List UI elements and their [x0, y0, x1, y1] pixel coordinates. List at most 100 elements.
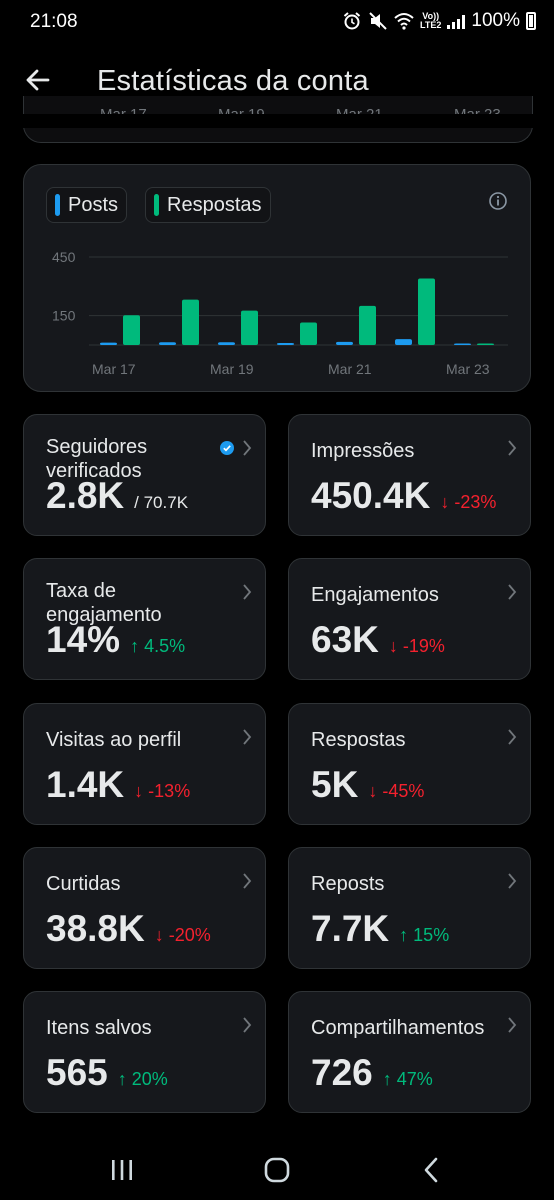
- x-tick-label: Mar 19: [210, 361, 254, 377]
- metric-card[interactable]: Curtidas 38.8K ↓ -20%: [23, 847, 266, 969]
- metric-card[interactable]: Engajamentos 63K ↓ -19%: [288, 558, 531, 680]
- bar-respostas: [241, 310, 258, 345]
- info-icon[interactable]: [488, 191, 508, 211]
- bar-respostas: [418, 278, 435, 345]
- arrow-down-icon: ↓: [134, 781, 144, 801]
- chevron-right-icon: [243, 584, 252, 600]
- chevron-right-icon: [243, 440, 252, 456]
- header-mask: [0, 114, 554, 128]
- metric-change: ↓ -13%: [134, 781, 190, 802]
- metric-total: / 70.7K: [134, 493, 189, 512]
- bar-posts: [218, 342, 235, 345]
- legend-respostas[interactable]: Respostas: [145, 187, 271, 223]
- metric-value: 565: [46, 1052, 108, 1093]
- arrow-down-icon: ↓: [388, 636, 398, 656]
- metric-card[interactable]: Taxa de engajamento 14% ↑ 4.5%: [23, 558, 266, 680]
- x-tick-label: Mar 23: [446, 361, 490, 377]
- chevron-right-icon: [243, 873, 252, 889]
- bar-chart: 450 150 Mar 17 Mar 19 Mar 21 Mar 23: [52, 249, 508, 377]
- arrow-down-icon: ↓: [154, 925, 164, 945]
- legend-posts[interactable]: Posts: [46, 187, 128, 223]
- metric-change-value: -20%: [168, 925, 211, 945]
- metric-value: 38.8K: [46, 908, 145, 949]
- metric-value-row: 565 ↑ 20%: [46, 1052, 168, 1094]
- arrow-up-icon: ↑: [382, 1069, 392, 1089]
- metric-value-row: 2.8K / 70.7K: [46, 475, 188, 517]
- metric-change: ↓ -20%: [155, 925, 211, 946]
- bar-respostas: [359, 305, 376, 345]
- metric-change: ↑ 15%: [399, 925, 449, 946]
- metric-value: 450.4K: [311, 475, 431, 516]
- metric-label: Seguidores verificados: [46, 436, 148, 482]
- back-arrow-icon[interactable]: [20, 62, 56, 98]
- metric-change: ↓ -23%: [440, 492, 496, 513]
- metric-value-row: 63K ↓ -19%: [311, 619, 445, 661]
- metric-value-row: 38.8K ↓ -20%: [46, 908, 211, 950]
- metric-change: ↓ -45%: [368, 781, 424, 802]
- alarm-icon: [343, 12, 361, 30]
- metric-change-value: -45%: [382, 781, 425, 801]
- chevron-right-icon: [508, 584, 517, 600]
- wifi-icon: [394, 13, 414, 30]
- metric-value: 2.8K: [46, 475, 125, 516]
- metric-label: Impressões: [311, 440, 415, 462]
- battery-icon: [526, 12, 536, 30]
- metric-change-value: 47%: [396, 1069, 433, 1089]
- metric-change-value: -23%: [454, 492, 497, 512]
- metric-card[interactable]: Reposts 7.7K ↑ 15%: [288, 847, 531, 969]
- metric-label: Taxa de engajamento: [46, 580, 162, 626]
- metric-change: ↓ -19%: [389, 636, 445, 657]
- bar-posts: [100, 342, 117, 345]
- metric-card[interactable]: Seguidores verificados 2.8K / 70.7K: [23, 414, 266, 536]
- chevron-right-icon: [508, 729, 517, 745]
- bar-posts: [336, 341, 353, 345]
- metric-label: Compartilhamentos: [311, 1017, 485, 1039]
- bar-respostas: [477, 343, 494, 345]
- battery-percent: 100%: [471, 10, 520, 31]
- y-tick-label: 150: [52, 308, 76, 324]
- home-icon[interactable]: [257, 1154, 297, 1186]
- metric-label: Engajamentos: [311, 584, 439, 606]
- metric-change-value: -13%: [148, 781, 191, 801]
- metric-card[interactable]: Visitas ao perfil 1.4K ↓ -13%: [23, 703, 266, 825]
- metric-label: Itens salvos: [46, 1017, 152, 1039]
- metric-card[interactable]: Itens salvos 565 ↑ 20%: [23, 991, 266, 1113]
- metric-value: 63K: [311, 619, 379, 660]
- metric-card[interactable]: Respostas 5K ↓ -45%: [288, 703, 531, 825]
- metric-change-value: 4.5%: [144, 636, 186, 656]
- metric-change: ↑ 47%: [383, 1069, 433, 1090]
- metric-card[interactable]: Impressões 450.4K ↓ -23%: [288, 414, 531, 536]
- navigation-bar: [0, 1140, 554, 1200]
- bar-posts: [454, 343, 471, 345]
- bar-respostas: [182, 299, 199, 345]
- legend-swatch-posts: [55, 194, 60, 216]
- legend-label-posts: Posts: [68, 193, 119, 216]
- metric-value-row: 450.4K ↓ -23%: [311, 475, 496, 517]
- metric-value: 1.4K: [46, 764, 125, 805]
- bar-respostas: [123, 315, 140, 345]
- bar-posts: [277, 343, 294, 345]
- metric-label: Respostas: [311, 729, 406, 751]
- metric-value: 726: [311, 1052, 373, 1093]
- metric-value: 7.7K: [311, 908, 390, 949]
- bar-posts: [159, 342, 176, 345]
- signal-icon: [447, 13, 466, 29]
- metric-change-value: 15%: [413, 925, 450, 945]
- metric-card[interactable]: Compartilhamentos 726 ↑ 47%: [288, 991, 531, 1113]
- chevron-right-icon: [243, 1017, 252, 1033]
- chevron-right-icon: [243, 729, 252, 745]
- lte-indicator: Vo)) LTE2: [420, 11, 442, 30]
- recent-apps-icon[interactable]: [102, 1154, 142, 1186]
- status-bar: 21:08 Vo)) LTE2 100%: [0, 0, 554, 44]
- metric-change-value: 20%: [131, 1069, 168, 1089]
- metric-label: Curtidas: [46, 873, 121, 895]
- metric-value-row: 726 ↑ 47%: [311, 1052, 433, 1094]
- metric-value-row: 1.4K ↓ -13%: [46, 764, 190, 806]
- back-nav-icon[interactable]: [412, 1154, 452, 1186]
- metric-value-row: 7.7K ↑ 15%: [311, 908, 449, 950]
- y-tick-label: 450: [52, 249, 76, 265]
- status-time: 21:08: [30, 11, 78, 32]
- arrow-up-icon: ↑: [130, 636, 140, 656]
- arrow-down-icon: ↓: [440, 492, 450, 512]
- bar-respostas: [300, 322, 317, 345]
